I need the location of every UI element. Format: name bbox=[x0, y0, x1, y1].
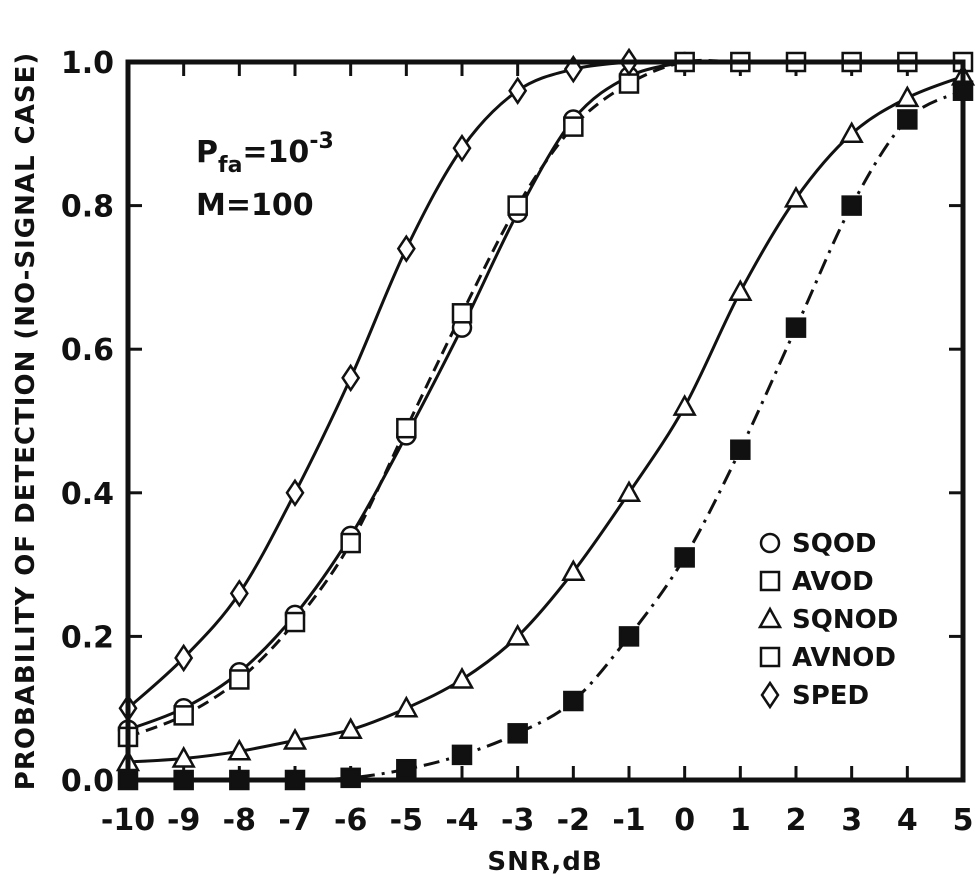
legend-marker-avod bbox=[759, 570, 781, 592]
data-point-avnod bbox=[730, 439, 751, 460]
data-point-avnod bbox=[897, 109, 918, 130]
data-point-sqnod bbox=[783, 185, 809, 208]
legend-item-sqnod: SQNOD bbox=[757, 605, 898, 635]
x-tick-label: 3 bbox=[841, 803, 862, 838]
x-tick-label: -6 bbox=[334, 803, 367, 838]
x-tick-label: 5 bbox=[953, 803, 974, 838]
x-axis-title: SNR,dB bbox=[487, 847, 602, 877]
data-point-sqnod bbox=[282, 727, 308, 750]
parameter-annotation: Pfa=10-3 M=100 bbox=[196, 129, 334, 223]
data-point-avod bbox=[563, 116, 584, 137]
y-tick-label: 0.4 bbox=[61, 477, 114, 512]
data-point-avod bbox=[618, 73, 640, 94]
y-tick-label: 0.8 bbox=[61, 190, 114, 225]
data-point-avnod bbox=[841, 195, 862, 216]
x-tick-label: 2 bbox=[786, 803, 807, 838]
data-point-sqnod bbox=[227, 738, 252, 761]
data-point-sqnod bbox=[839, 121, 864, 144]
legend-marker-sqod bbox=[759, 532, 781, 554]
y-tick-label: 0.0 bbox=[61, 764, 114, 799]
y-axis-title: PROBABILITY OF DETECTION (NO-SIGNAL CASE… bbox=[11, 52, 41, 790]
data-point-avnod bbox=[674, 547, 695, 568]
data-point-sped bbox=[174, 643, 194, 673]
legend-label-sqnod: SQNOD bbox=[792, 605, 898, 635]
legend-item-avod: AVOD bbox=[759, 567, 874, 597]
y-tick-label: 0.2 bbox=[61, 620, 114, 655]
data-point-avnod bbox=[563, 690, 584, 712]
data-point-avnod bbox=[396, 758, 417, 780]
x-tick-label: -8 bbox=[223, 803, 256, 838]
x-tick-label: -3 bbox=[501, 803, 534, 838]
y-tick-label: 1.0 bbox=[61, 46, 114, 81]
plot-frame bbox=[125, 59, 966, 783]
data-point-sped bbox=[508, 76, 528, 105]
data-point-sped bbox=[341, 363, 361, 393]
legend-label-sped: SPED bbox=[792, 681, 869, 711]
legend: SQOD AVOD SQNOD AVNOD SPED bbox=[757, 529, 898, 711]
data-point-sqnod bbox=[561, 559, 586, 582]
data-point-sped bbox=[285, 478, 305, 508]
data-point-sqnod bbox=[449, 666, 475, 689]
legend-marker-sped bbox=[760, 680, 780, 710]
legend-label-avod: AVOD bbox=[792, 567, 874, 597]
data-point-sqnod bbox=[171, 745, 196, 768]
data-point-sqnod bbox=[895, 85, 920, 108]
data-point-avod bbox=[451, 303, 473, 324]
data-point-avnod bbox=[507, 723, 528, 744]
x-tick-label: 0 bbox=[674, 803, 695, 838]
m-annotation: M=100 bbox=[196, 188, 314, 223]
legend-label-avnod: AVNOD bbox=[792, 643, 896, 673]
legend-item-sped: SPED bbox=[760, 680, 869, 711]
x-tick-label: -2 bbox=[557, 803, 590, 838]
x-tick-label: -7 bbox=[278, 803, 311, 838]
pfa-annotation: Pfa=10-3 bbox=[196, 129, 334, 178]
data-point-sqnod bbox=[338, 717, 363, 739]
legend-marker-avnod bbox=[759, 646, 781, 668]
series-markers-sped bbox=[118, 47, 639, 723]
plot-frame-layer bbox=[125, 59, 966, 783]
data-point-sped bbox=[396, 234, 416, 263]
series-line-sped bbox=[126, 60, 630, 710]
y-tick-label: 0.6 bbox=[61, 333, 114, 368]
tick-labels-layer: -10 -9 -8 -7 -6 -5 -4 -3 -2 -1 0 1 2 3 4 50.00.20.40.60… bbox=[61, 46, 974, 838]
data-point-avod bbox=[396, 417, 417, 439]
data-point-sqnod bbox=[505, 623, 530, 646]
data-point-sqnod bbox=[728, 279, 753, 302]
data-point-avnod bbox=[785, 317, 807, 338]
x-tick-label: 1 bbox=[730, 803, 751, 838]
data-point-sqnod bbox=[672, 394, 697, 416]
data-point-avnod bbox=[451, 744, 473, 766]
legend-item-avnod: AVNOD bbox=[759, 643, 896, 673]
series-markers-sqnod bbox=[115, 63, 976, 772]
data-point-avnod bbox=[618, 626, 640, 647]
x-tick-label: -10 bbox=[101, 803, 155, 838]
data-point-sqnod bbox=[394, 695, 419, 718]
legend-label-sqod: SQOD bbox=[792, 529, 877, 559]
series-line-avnod bbox=[128, 89, 964, 782]
data-point-sped bbox=[229, 579, 249, 608]
x-tick-label: 4 bbox=[897, 803, 918, 838]
data-point-avod bbox=[340, 532, 361, 554]
data-point-avod bbox=[229, 669, 250, 690]
legend-item-sqod: SQOD bbox=[759, 529, 877, 559]
data-point-sped bbox=[452, 133, 472, 163]
x-tick-label: -4 bbox=[445, 803, 478, 838]
x-tick-label: -9 bbox=[167, 803, 200, 838]
x-tick-label: -5 bbox=[390, 803, 423, 838]
legend-marker-sqnod bbox=[757, 606, 783, 629]
data-point-sqnod bbox=[616, 480, 642, 503]
data-point-avod bbox=[173, 705, 194, 726]
x-tick-label: -1 bbox=[612, 803, 645, 838]
data-point-avod bbox=[507, 195, 528, 216]
data-point-avod bbox=[284, 611, 306, 633]
